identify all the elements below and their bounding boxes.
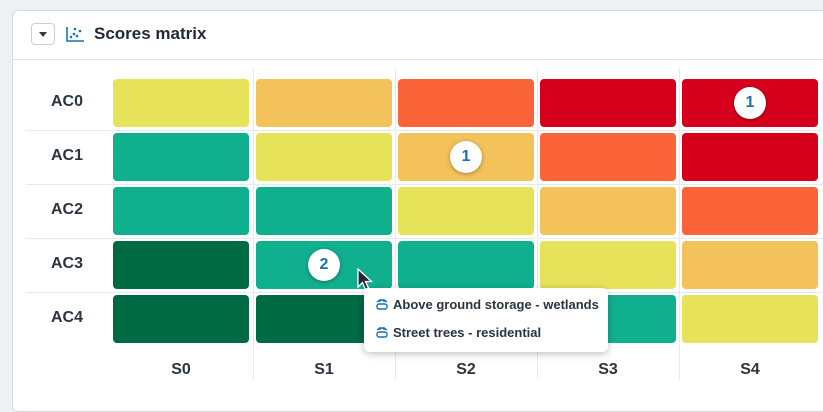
matrix-cell[interactable]: [113, 187, 249, 235]
column-label: S0: [171, 361, 191, 378]
matrix-cell[interactable]: [540, 187, 676, 235]
panel-title: Scores matrix: [94, 24, 207, 43]
matrix-cell[interactable]: [682, 133, 818, 181]
row-label: AC3: [51, 255, 84, 272]
tooltip-item-label: Above ground storage - wetlands: [393, 297, 599, 312]
matrix-cell[interactable]: [256, 79, 392, 127]
grid-line: [537, 68, 538, 380]
grid-line: [679, 68, 680, 380]
matrix-cell[interactable]: [540, 79, 676, 127]
matrix-cell[interactable]: [113, 79, 249, 127]
grid-line: [26, 130, 823, 131]
column-label: S1: [314, 361, 334, 378]
row-label: AC1: [51, 147, 84, 164]
matrix-cell[interactable]: [113, 241, 249, 289]
matrix-cell[interactable]: [256, 187, 392, 235]
column-label: S4: [740, 361, 760, 378]
matrix-cell[interactable]: [682, 295, 818, 343]
count-badge[interactable]: 1: [734, 87, 766, 119]
water-storage-icon: [376, 327, 388, 338]
row-label: AC0: [51, 93, 84, 110]
collapse-button[interactable]: [31, 23, 55, 45]
matrix-cell[interactable]: [398, 241, 534, 289]
grid-line: [395, 68, 396, 380]
matrix-cell[interactable]: [398, 187, 534, 235]
matrix-cell[interactable]: [540, 133, 676, 181]
grid-line: [253, 68, 254, 380]
panel-header: Scores matrix: [13, 11, 823, 60]
column-label: S3: [598, 361, 618, 378]
matrix-cell[interactable]: [113, 295, 249, 343]
count-badge[interactable]: 1: [450, 141, 482, 173]
scatter-chart-icon: [66, 27, 84, 42]
row-label: AC4: [51, 309, 84, 326]
water-storage-icon: [376, 299, 388, 310]
cell-tooltip: Above ground storage - wetlands Street t…: [364, 288, 608, 352]
chevron-down-icon: [39, 32, 47, 37]
row-label: AC2: [51, 201, 84, 218]
matrix-cell[interactable]: [682, 241, 818, 289]
grid-line: [26, 238, 823, 239]
count-badge[interactable]: 2: [308, 249, 340, 281]
matrix-cell[interactable]: [540, 241, 676, 289]
tooltip-item-label: Street trees - residential: [393, 325, 542, 340]
column-label: S2: [456, 361, 476, 378]
matrix-cell[interactable]: [256, 133, 392, 181]
mouse-cursor-icon: [357, 268, 374, 291]
matrix-cell[interactable]: [113, 133, 249, 181]
matrix-cell[interactable]: [682, 187, 818, 235]
grid-line: [26, 184, 823, 185]
matrix-cell[interactable]: [398, 79, 534, 127]
